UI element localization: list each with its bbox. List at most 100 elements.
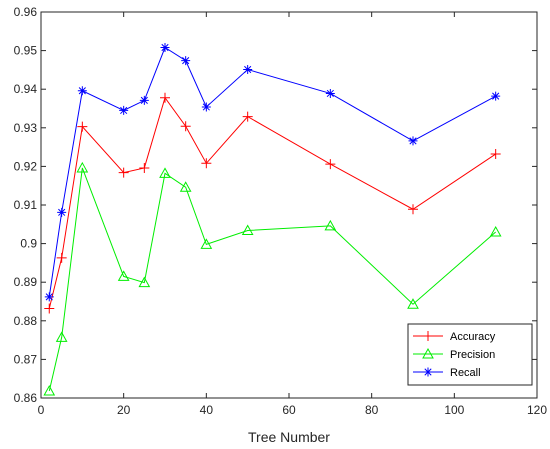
data-point-precision (489, 225, 502, 237)
data-point-accuracy (56, 252, 67, 263)
data-point-recall (139, 95, 149, 105)
x-tick-label: 60 (282, 403, 296, 417)
data-point-precision (138, 276, 151, 288)
data-point-recall-shape (491, 91, 501, 101)
data-point-accuracy-shape (77, 121, 88, 132)
series-line-precision (48, 167, 496, 392)
data-point-recall-shape (243, 65, 253, 75)
data-point-accuracy (242, 111, 253, 122)
series-line-recall (48, 46, 496, 297)
y-tick-label: 0.87 (14, 352, 38, 366)
y-tick-label: 0.88 (14, 314, 38, 328)
data-point-recall-shape (160, 43, 170, 53)
data-point-accuracy (201, 158, 212, 169)
data-point-precision-shape (241, 224, 254, 235)
y-tick-label: 0.86 (14, 391, 38, 405)
legend-marker-recall (423, 367, 433, 377)
data-point-precision-shape (324, 219, 337, 231)
data-point-accuracy (325, 159, 336, 170)
data-point-recall-shape (139, 95, 149, 105)
y-tick-label: 0.92 (14, 159, 38, 173)
data-point-precision (200, 238, 213, 249)
data-point-accuracy-shape (139, 162, 150, 173)
data-point-precision (76, 161, 89, 173)
data-point-accuracy-shape (242, 111, 253, 122)
data-point-precision-shape (76, 161, 89, 173)
data-point-accuracy (490, 149, 501, 160)
data-point-recall (77, 86, 87, 96)
data-point-recall-shape (408, 136, 418, 146)
data-point-recall-shape (44, 292, 54, 302)
data-point-recall (44, 292, 54, 302)
legend-marker-precision (422, 347, 434, 359)
x-tick-label: 100 (444, 403, 464, 417)
data-point-precision-shape (179, 181, 192, 192)
data-point-accuracy-shape (201, 158, 212, 169)
data-point-precision-shape (138, 276, 151, 288)
data-point-recall (408, 136, 418, 146)
data-point-precision (117, 270, 130, 281)
data-point-accuracy (44, 303, 55, 314)
data-point-precision-shape (159, 167, 171, 178)
data-point-recall-shape (57, 207, 67, 217)
data-point-precision (159, 167, 171, 178)
data-point-accuracy (180, 121, 191, 132)
data-point-precision-shape (200, 238, 213, 249)
data-point-recall (181, 56, 191, 66)
data-point-recall (57, 207, 67, 217)
x-tick-label: 0 (38, 403, 45, 417)
data-point-precision-shape (407, 298, 419, 309)
data-point-accuracy-shape (325, 159, 336, 170)
data-point-recall (201, 102, 211, 112)
data-point-recall (325, 88, 335, 98)
data-point-accuracy (77, 121, 88, 132)
y-tick-label: 0.89 (14, 275, 38, 289)
legend: Accuracy Precision Recall (407, 323, 533, 386)
x-tick-label: 40 (200, 403, 214, 417)
y-tick-label: 0.93 (14, 121, 38, 135)
y-tick-label: 0.94 (14, 82, 38, 96)
data-point-recall-shape (181, 56, 191, 66)
legend-marker-precision-shape (422, 347, 434, 359)
data-point-accuracy-shape (44, 303, 55, 314)
x-tick-label: 20 (117, 403, 131, 417)
data-point-precision-shape (489, 225, 502, 237)
data-point-accuracy (139, 162, 150, 173)
data-point-precision (55, 331, 68, 342)
data-point-precision (241, 224, 254, 235)
x-axis-title: Tree Number (248, 429, 330, 445)
y-tick-label: 0.9 (20, 237, 37, 251)
data-point-accuracy (160, 92, 170, 103)
data-point-accuracy (408, 204, 418, 215)
y-tick-label: 0.96 (14, 5, 38, 19)
data-point-accuracy-shape (408, 204, 418, 215)
data-point-precision (407, 298, 419, 309)
ticks-layer: 0 20 40 60 80 100 120 0.86 0.87 0.88 0.89 0.9 0.91 0.… (14, 5, 548, 417)
data-point-recall-shape (77, 86, 87, 96)
series-line-accuracy (48, 96, 496, 309)
legend-marker-recall-shape (423, 367, 433, 377)
x-tick-label: 80 (365, 403, 379, 417)
data-point-recall (491, 91, 501, 101)
data-point-precision-shape (117, 270, 130, 281)
data-point-precision (179, 181, 192, 192)
legend-label-accuracy: Accuracy (450, 331, 496, 343)
legend-marker-accuracy-shape (423, 331, 433, 341)
data-point-recall-shape (325, 88, 335, 98)
data-point-accuracy-shape (118, 167, 129, 178)
data-point-precision-shape (55, 331, 68, 342)
x-tick-label: 120 (527, 403, 547, 417)
data-point-precision (43, 385, 56, 396)
legend-label-recall: Recall (450, 367, 481, 379)
data-point-recall (160, 43, 170, 53)
data-point-precision (324, 219, 337, 231)
legend-marker-accuracy (423, 331, 433, 341)
y-tick-label: 0.95 (14, 44, 38, 58)
legend-label-precision: Precision (450, 349, 495, 361)
data-point-recall (243, 65, 253, 75)
data-point-accuracy-shape (490, 149, 501, 160)
data-point-accuracy-shape (160, 92, 170, 103)
data-point-recall-shape (119, 105, 129, 115)
data-point-precision-shape (43, 385, 56, 396)
